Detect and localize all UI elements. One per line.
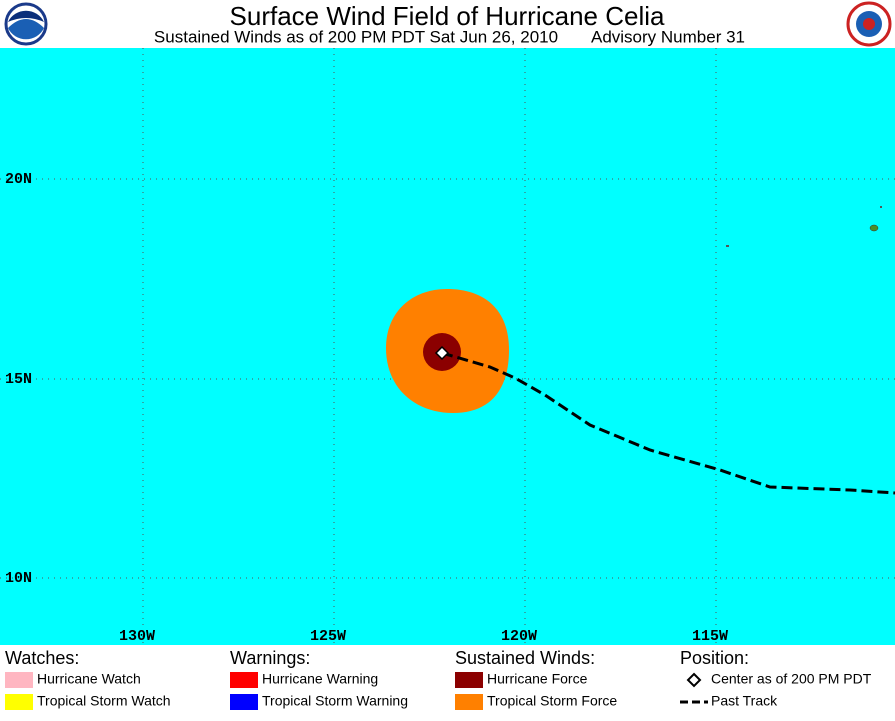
legend-item: Tropical Storm Warning <box>262 693 408 709</box>
lon-label: 115W <box>692 628 728 645</box>
storm-center <box>434 345 450 361</box>
lat-label: 15N <box>5 371 32 388</box>
legend-item: Tropical Storm Force <box>487 693 617 709</box>
lon-label: 125W <box>310 628 346 645</box>
center-symbol <box>686 672 702 688</box>
legend-title: Warnings: <box>230 648 310 668</box>
swatch <box>5 694 33 710</box>
islands <box>726 206 882 247</box>
advisory: Advisory Number 31 <box>591 27 745 46</box>
lat-label: 10N <box>5 570 32 587</box>
lon-label: 130W <box>119 628 155 645</box>
title: Surface Wind Field of Hurricane Celia <box>230 1 665 31</box>
legend-item: Hurricane Watch <box>37 671 141 687</box>
nws-logo <box>846 1 892 47</box>
legend-item: Hurricane Force <box>487 671 588 687</box>
noaa-logo <box>4 2 48 46</box>
swatch <box>455 672 483 688</box>
swatch <box>5 672 33 688</box>
lat-label: 20N <box>5 171 32 188</box>
legend-title: Position: <box>680 648 749 668</box>
lon-label: 120W <box>501 628 537 645</box>
swatch <box>230 694 258 710</box>
legend-title: Watches: <box>5 648 79 668</box>
swatch <box>230 672 258 688</box>
past-track <box>441 351 895 495</box>
swatch <box>455 694 483 710</box>
legend-item: Tropical Storm Watch <box>37 693 171 709</box>
legend: Watches: Hurricane Watch Tropical Storm … <box>5 648 872 710</box>
legend-item: Hurricane Warning <box>262 671 378 687</box>
subtitle: Sustained Winds as of 200 PM PDT Sat Jun… <box>154 27 558 46</box>
legend-item: Past Track <box>711 693 778 709</box>
legend-title: Sustained Winds: <box>455 648 595 668</box>
legend-item: Center as of 200 PM PDT <box>711 671 872 687</box>
